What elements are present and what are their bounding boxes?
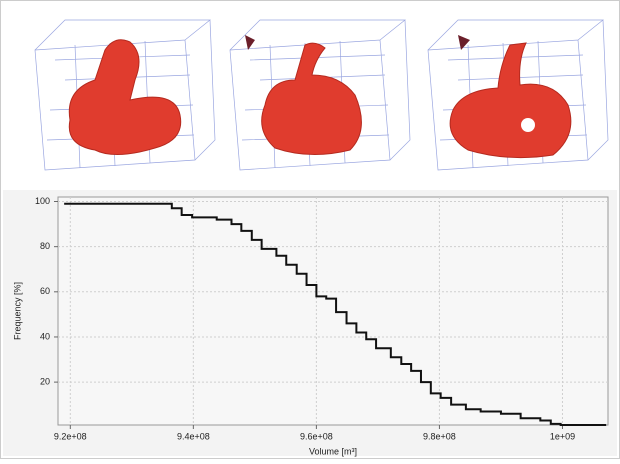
x-tick-label: 9.6e+08 xyxy=(300,431,333,441)
plot-area xyxy=(58,197,608,425)
y-tick-label: 60 xyxy=(40,286,50,296)
y-tick-label: 40 xyxy=(40,331,50,341)
y-tick-label: 20 xyxy=(40,376,50,386)
x-axis-label: Volume [m³] xyxy=(309,446,357,456)
y-axis-label: Frequency [%] xyxy=(12,282,22,340)
x-tick-label: 9.2e+08 xyxy=(54,431,87,441)
screenshot: Frequency [%] Volume [m³] 20 40 60 80 100 9.2… xyxy=(0,0,620,459)
x-tick-label: 9.4e+08 xyxy=(177,431,210,441)
x-tick-label: 1e+09 xyxy=(550,431,575,441)
x-tick-label: 9.8e+08 xyxy=(423,431,456,441)
y-tick-label: 80 xyxy=(40,241,50,251)
y-tick-label: 100 xyxy=(35,196,50,206)
